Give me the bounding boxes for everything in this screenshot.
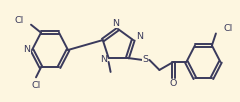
- Text: Cl: Cl: [15, 16, 24, 25]
- Text: Cl: Cl: [31, 81, 41, 90]
- Text: N: N: [100, 55, 107, 64]
- Text: S: S: [142, 55, 148, 64]
- Text: N: N: [136, 32, 143, 41]
- Text: O: O: [170, 79, 177, 88]
- Text: Cl: Cl: [224, 24, 233, 33]
- Text: N: N: [113, 18, 120, 28]
- Text: N: N: [24, 45, 30, 54]
